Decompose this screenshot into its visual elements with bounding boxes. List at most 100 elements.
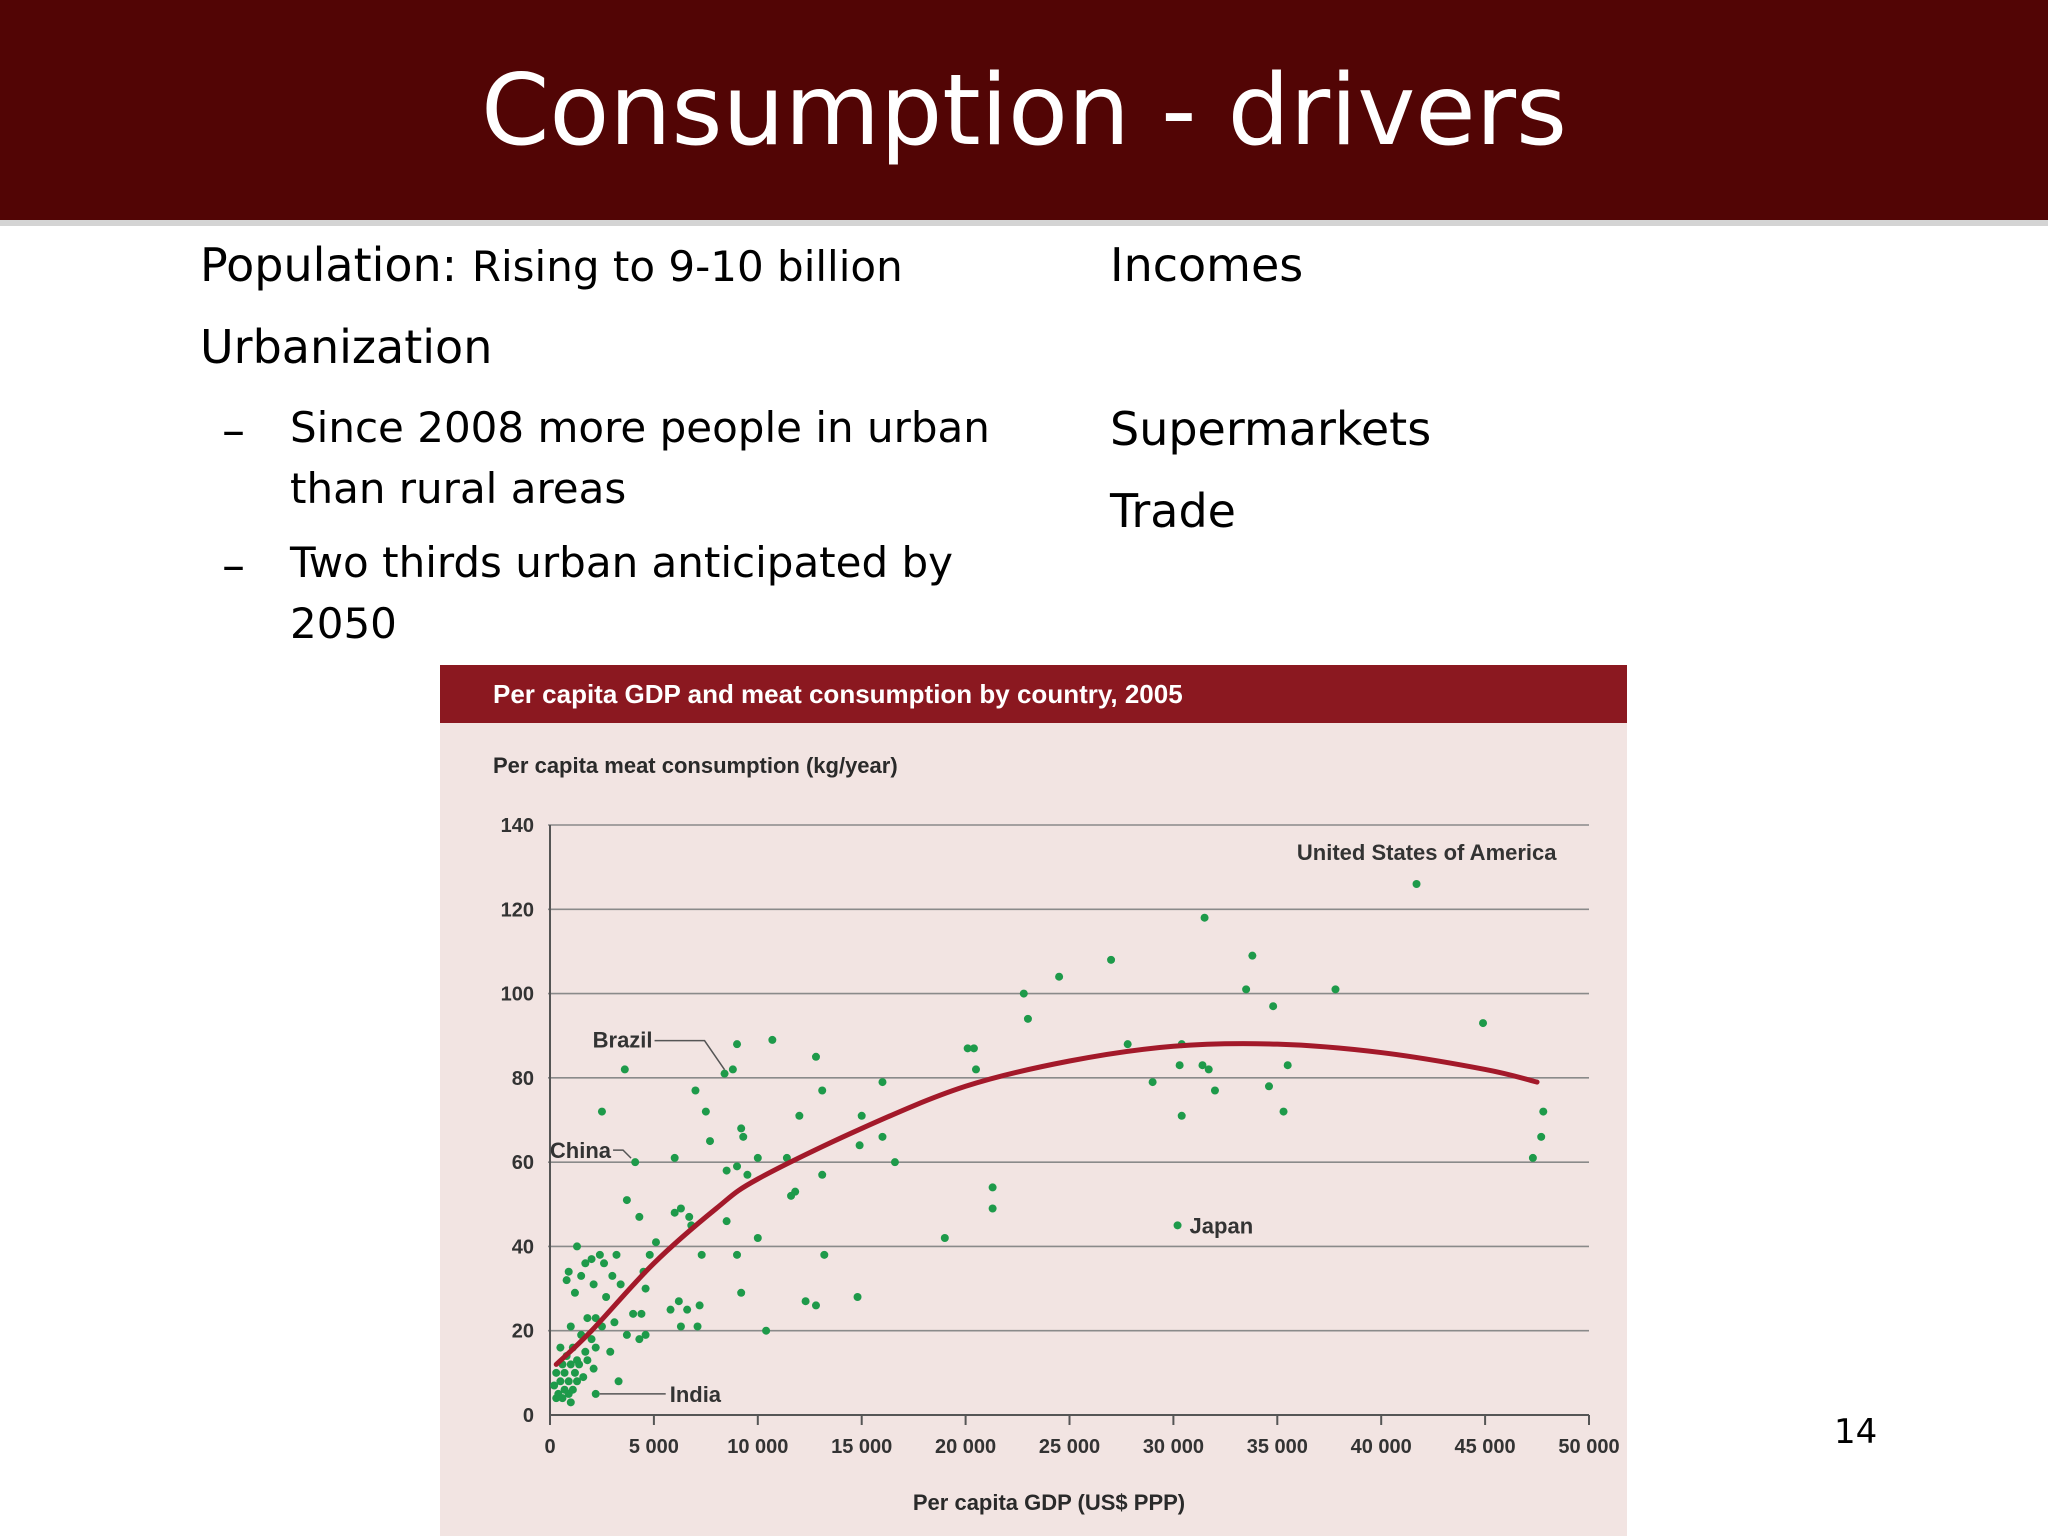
data-point [614, 1377, 623, 1386]
title-divider [0, 220, 2048, 226]
data-point [1148, 1078, 1157, 1087]
chart-background [440, 665, 1627, 1536]
data-point [722, 1166, 731, 1175]
data-point [720, 1069, 729, 1078]
y-tick-label: 60 [512, 1152, 534, 1174]
bullet-two-thirds: Two thirds urban anticipated by 2050 [290, 538, 954, 648]
data-point [795, 1111, 804, 1120]
data-point [552, 1394, 561, 1403]
japan-point [1173, 1221, 1182, 1230]
data-point [728, 1065, 737, 1074]
data-point [1123, 1040, 1132, 1049]
data-point [1479, 1019, 1488, 1028]
data-point [1210, 1086, 1219, 1095]
data-point [1242, 985, 1251, 994]
population-line: Population: Rising to 9-10 billion [200, 238, 903, 293]
data-point [556, 1343, 565, 1352]
y-tick-label: 140 [501, 815, 534, 837]
data-point [743, 1170, 752, 1179]
y-tick-label: 100 [501, 984, 534, 1006]
annotations: United States of America Brazil China India… [550, 840, 1557, 1407]
data-point [733, 1250, 742, 1259]
x-tick-label: 30 000 [1143, 1436, 1204, 1458]
y-tick-label: 80 [512, 1068, 534, 1090]
data-point [1055, 972, 1064, 981]
bullet-dash-1: – [222, 403, 245, 457]
data-point [612, 1250, 621, 1259]
trend-curve [553, 1041, 1540, 1367]
data-point [722, 1217, 731, 1226]
data-point [591, 1314, 600, 1323]
data-point [818, 1170, 827, 1179]
x-tick-label: 0 [544, 1436, 555, 1458]
y-axis-label: Per capita meat consumption (kg/year) [493, 753, 898, 778]
data-point [683, 1305, 692, 1314]
data-point [940, 1234, 949, 1242]
data-point [583, 1314, 592, 1323]
slide-title: Consumption - drivers [480, 54, 1568, 168]
data-point [1412, 880, 1421, 888]
data-point [670, 1153, 679, 1162]
data-point [666, 1305, 675, 1314]
data-point [988, 1204, 997, 1213]
data-point [1279, 1107, 1288, 1116]
data-point [855, 1141, 864, 1150]
data-point [753, 1234, 762, 1242]
data-point [591, 1389, 600, 1398]
leader-brazil [654, 1039, 726, 1071]
data-point [608, 1271, 617, 1280]
data-point [853, 1293, 862, 1301]
data-point [1539, 1107, 1548, 1116]
data-point [733, 1162, 742, 1171]
data-point [811, 1301, 820, 1310]
x-tick-label: 45 000 [1455, 1436, 1516, 1458]
data-point [577, 1271, 586, 1280]
x-tick-label: 50 000 [1558, 1436, 1619, 1458]
scatter-points [550, 880, 1548, 1407]
title-bar [0, 0, 2048, 220]
data-point [801, 1297, 810, 1306]
label-india: India [670, 1382, 722, 1407]
data-point [1198, 1061, 1207, 1070]
data-point [1528, 1153, 1537, 1162]
label-usa: United States of America [1297, 840, 1557, 865]
data-point [552, 1368, 561, 1377]
chart-title: Per capita GDP and meat consumption by c… [493, 679, 1183, 709]
data-point [697, 1250, 706, 1259]
data-point [878, 1132, 887, 1141]
data-point [589, 1364, 598, 1373]
gridlines [548, 824, 1589, 1332]
data-point [811, 1052, 820, 1061]
data-point [971, 1065, 980, 1074]
data-point [564, 1267, 573, 1276]
data-point [695, 1301, 704, 1310]
data-point [587, 1335, 596, 1344]
x-axis-label: Per capita GDP (US$ PPP) [913, 1490, 1185, 1515]
y-tick-label: 20 [512, 1321, 534, 1343]
y-tick-label: 40 [512, 1236, 534, 1258]
data-point [562, 1276, 571, 1285]
data-point [610, 1318, 619, 1327]
trend-curve-group [553, 1041, 1540, 1367]
data-point [1107, 955, 1116, 964]
data-point [629, 1309, 638, 1318]
data-point [768, 1035, 777, 1044]
data-point [890, 1158, 899, 1167]
data-point [676, 1204, 685, 1213]
label-china: China [550, 1138, 612, 1163]
meat-consumption-chart: Per capita GDP and meat consumption by c… [440, 665, 1627, 1536]
data-point [670, 1208, 679, 1217]
data-point [1537, 1132, 1546, 1141]
data-point [1331, 985, 1340, 994]
data-point [579, 1373, 588, 1382]
bullet-dash-2: – [222, 538, 245, 592]
data-point [570, 1368, 579, 1377]
data-point [602, 1293, 611, 1301]
label-japan: Japan [1190, 1213, 1254, 1238]
data-point [635, 1335, 644, 1344]
data-point [706, 1137, 715, 1146]
data-point [635, 1212, 644, 1221]
data-point [606, 1347, 615, 1356]
data-point [1019, 989, 1028, 998]
data-point [641, 1330, 650, 1339]
